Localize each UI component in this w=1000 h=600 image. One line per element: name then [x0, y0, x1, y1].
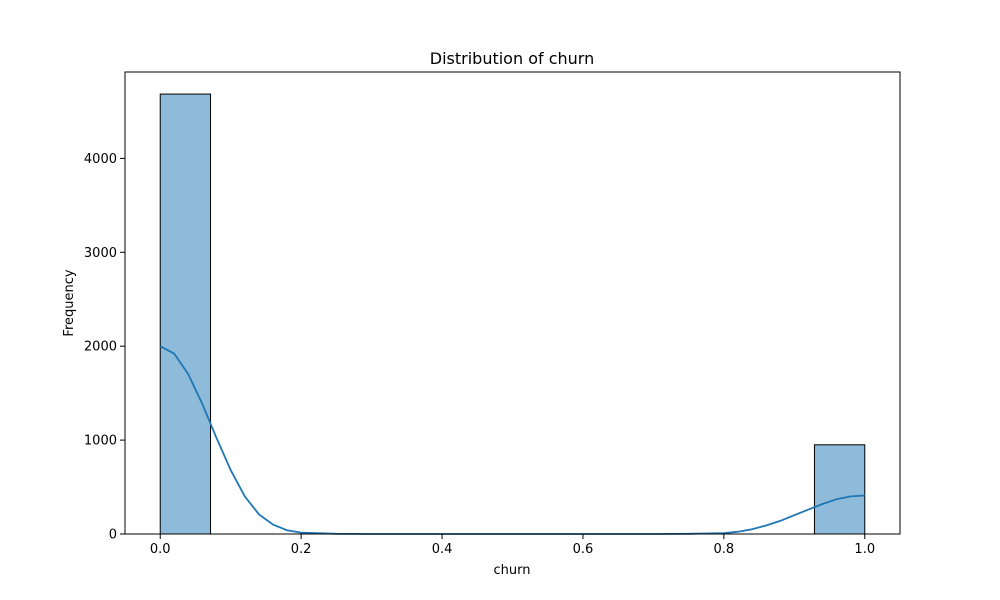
- x-tick-label: 0.2: [291, 542, 312, 557]
- x-tick-label: 0.6: [573, 542, 594, 557]
- kde-layer: [159, 345, 865, 535]
- kde-line: [159, 345, 865, 535]
- y-tick-label: 3000: [84, 246, 117, 261]
- x-tick-label: 1.0: [854, 542, 875, 557]
- y-tick-label: 0: [109, 528, 117, 543]
- x-tick-label: 0.4: [432, 542, 453, 557]
- y-axis-ticks: 0 1000 2000 3000 4000: [84, 152, 125, 543]
- chart-title: Distribution of churn: [430, 49, 594, 68]
- bars-layer: [159, 93, 866, 535]
- y-tick-label: 1000: [84, 434, 117, 449]
- histogram-bar-0: [159, 93, 212, 535]
- y-tick-label: 4000: [84, 152, 117, 167]
- y-tick-label: 2000: [84, 340, 117, 355]
- y-axis-label: Frequency: [62, 269, 77, 336]
- plot-frame: [124, 71, 901, 535]
- x-axis-ticks: 0.0 0.2 0.4 0.6 0.8 1.0: [150, 534, 875, 557]
- histogram-bar-1: [813, 444, 866, 535]
- x-tick-label: 0.8: [714, 542, 735, 557]
- x-axis-label: churn: [494, 563, 531, 578]
- x-tick-label: 0.0: [150, 542, 171, 557]
